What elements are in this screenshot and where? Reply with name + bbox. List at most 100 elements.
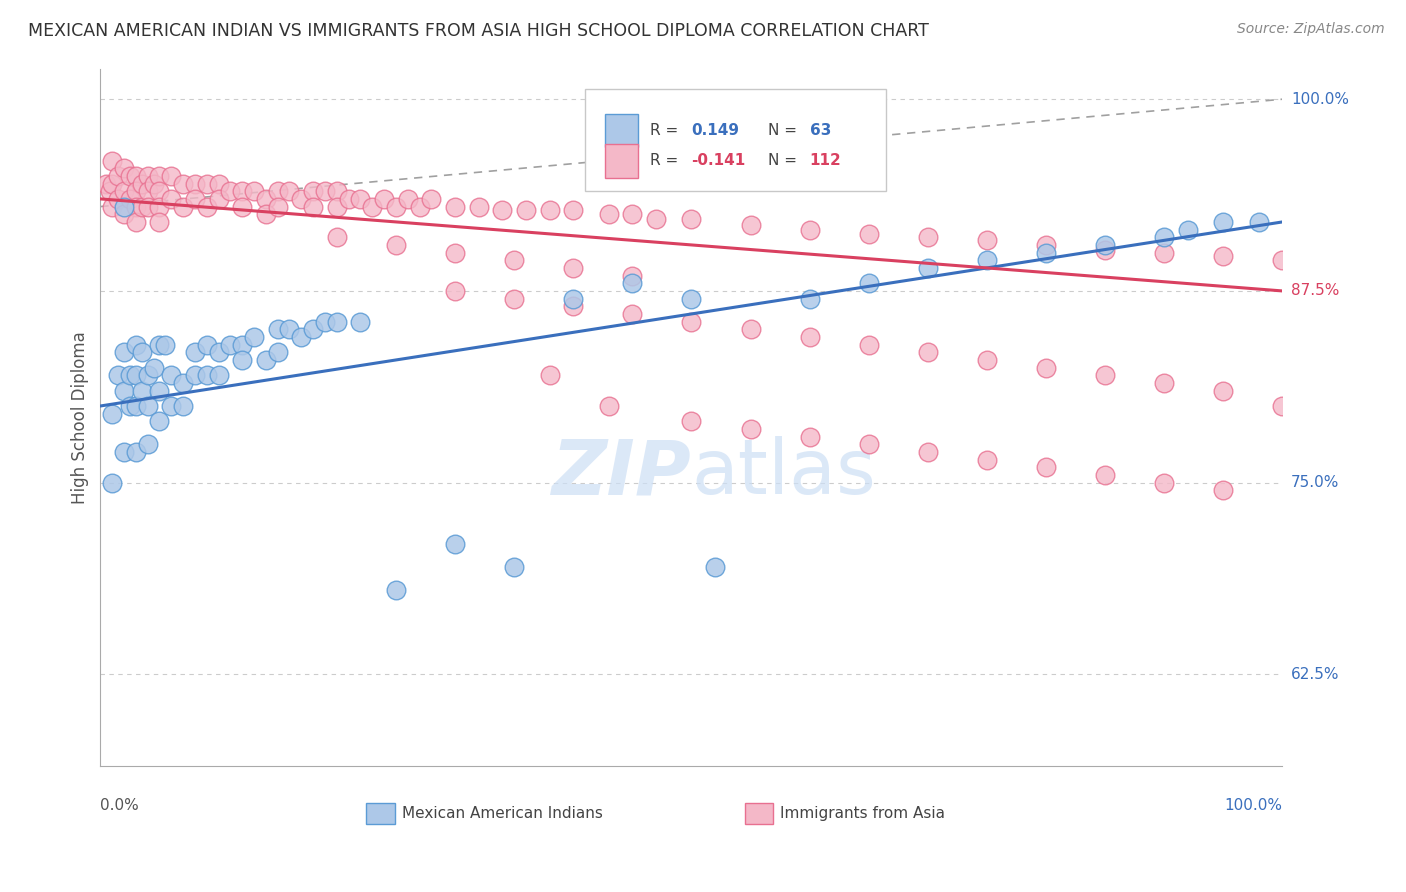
Point bbox=[136, 184, 159, 198]
Point bbox=[799, 292, 821, 306]
Point bbox=[172, 177, 194, 191]
Point bbox=[1177, 222, 1199, 236]
Point bbox=[172, 200, 194, 214]
Point bbox=[195, 337, 218, 351]
FancyBboxPatch shape bbox=[585, 89, 886, 191]
Point bbox=[1271, 399, 1294, 413]
Point bbox=[1035, 245, 1057, 260]
Text: 75.0%: 75.0% bbox=[1291, 475, 1339, 491]
Point bbox=[112, 184, 135, 198]
Point bbox=[219, 184, 242, 198]
Point bbox=[148, 384, 170, 398]
Bar bbox=[367, 804, 395, 824]
Point bbox=[125, 399, 148, 413]
Point bbox=[184, 345, 207, 359]
Point bbox=[101, 200, 124, 214]
Point bbox=[125, 368, 148, 383]
Point bbox=[562, 299, 585, 313]
Point bbox=[254, 192, 277, 206]
Point bbox=[160, 169, 183, 183]
Point bbox=[101, 475, 124, 490]
Point bbox=[314, 315, 336, 329]
Point bbox=[621, 268, 644, 283]
Point bbox=[326, 230, 349, 244]
Text: N =: N = bbox=[768, 153, 803, 169]
Point bbox=[740, 322, 762, 336]
Y-axis label: High School Diploma: High School Diploma bbox=[72, 331, 89, 504]
Point bbox=[740, 422, 762, 436]
Point bbox=[1153, 245, 1175, 260]
Point bbox=[101, 407, 124, 421]
Point bbox=[243, 184, 266, 198]
Point bbox=[155, 337, 177, 351]
Point bbox=[681, 211, 703, 226]
Point bbox=[148, 414, 170, 428]
Point bbox=[314, 184, 336, 198]
Point bbox=[172, 399, 194, 413]
Text: Mexican American Indians: Mexican American Indians bbox=[402, 806, 603, 822]
Point bbox=[136, 399, 159, 413]
Point bbox=[349, 192, 371, 206]
Point bbox=[515, 202, 537, 217]
Point bbox=[118, 192, 141, 206]
Point bbox=[219, 337, 242, 351]
Point bbox=[385, 200, 408, 214]
Text: 100.0%: 100.0% bbox=[1291, 92, 1348, 107]
Point bbox=[96, 177, 118, 191]
Point bbox=[254, 207, 277, 221]
Point bbox=[621, 307, 644, 321]
Point bbox=[112, 207, 135, 221]
Point bbox=[1212, 215, 1234, 229]
Point bbox=[142, 360, 165, 375]
Point bbox=[101, 153, 124, 168]
Point bbox=[112, 200, 135, 214]
Point bbox=[681, 414, 703, 428]
Point bbox=[107, 192, 129, 206]
Point bbox=[1212, 384, 1234, 398]
Point bbox=[125, 215, 148, 229]
Point bbox=[858, 227, 880, 242]
Text: 0.0%: 0.0% bbox=[100, 797, 139, 813]
Point bbox=[681, 292, 703, 306]
Point bbox=[396, 192, 419, 206]
Point bbox=[207, 345, 229, 359]
Point bbox=[538, 368, 561, 383]
Text: R =: R = bbox=[650, 123, 683, 138]
Point bbox=[148, 169, 170, 183]
Point bbox=[1212, 249, 1234, 263]
Point bbox=[1094, 243, 1116, 257]
Point bbox=[1035, 460, 1057, 475]
Point bbox=[118, 399, 141, 413]
Point bbox=[112, 161, 135, 176]
Point bbox=[799, 330, 821, 344]
Point bbox=[118, 169, 141, 183]
Point bbox=[118, 368, 141, 383]
Point bbox=[361, 200, 384, 214]
Point bbox=[125, 445, 148, 459]
Point bbox=[917, 345, 939, 359]
Point bbox=[1153, 475, 1175, 490]
Point bbox=[131, 345, 153, 359]
Point bbox=[254, 353, 277, 368]
Point bbox=[645, 211, 668, 226]
Point bbox=[1212, 483, 1234, 498]
Point bbox=[302, 322, 325, 336]
Point bbox=[160, 192, 183, 206]
Point bbox=[337, 192, 360, 206]
Point bbox=[491, 202, 513, 217]
Point bbox=[278, 184, 301, 198]
Point bbox=[385, 238, 408, 252]
Point bbox=[408, 200, 430, 214]
Point bbox=[184, 368, 207, 383]
Text: ZIP: ZIP bbox=[551, 436, 692, 510]
Text: 63: 63 bbox=[810, 123, 831, 138]
Point bbox=[136, 169, 159, 183]
Point bbox=[231, 337, 253, 351]
Point bbox=[1271, 253, 1294, 268]
Point bbox=[917, 260, 939, 275]
Point bbox=[131, 200, 153, 214]
Point bbox=[148, 337, 170, 351]
Point bbox=[976, 253, 998, 268]
Point bbox=[799, 222, 821, 236]
Point bbox=[243, 330, 266, 344]
